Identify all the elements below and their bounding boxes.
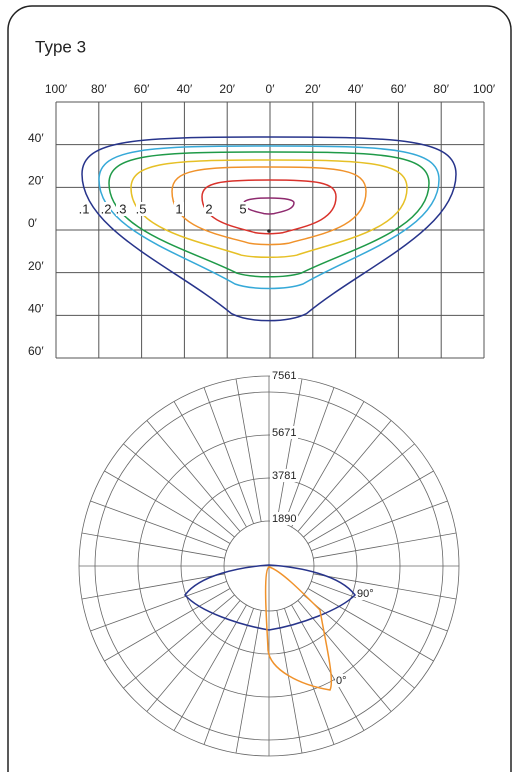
polar-spoke: [81, 532, 225, 559]
x-tick-label: 80′: [433, 82, 449, 96]
polar-spoke: [203, 387, 254, 524]
x-tick-label: 40′: [348, 82, 364, 96]
x-tick-label: 60′: [134, 82, 150, 96]
ring-label: 5671: [272, 427, 296, 439]
polar-spoke: [311, 500, 448, 551]
angle-label-bg: [356, 587, 378, 600]
contour-label: .1: [79, 201, 90, 216]
x-tick-label: 20′: [219, 82, 235, 96]
x-tick-label: 0′: [266, 82, 276, 96]
polar-spoke: [123, 594, 235, 689]
polar-spoke: [276, 378, 303, 522]
polar-spoke: [313, 573, 457, 600]
contour-label-bg: [204, 202, 214, 216]
polar-spoke: [90, 581, 227, 632]
polar-spoke: [173, 604, 247, 731]
contour-label: .3: [116, 201, 127, 216]
polar-spoke: [146, 600, 241, 712]
polar-spoke: [303, 594, 415, 689]
center-dot: [267, 229, 271, 233]
polar-spoke: [303, 443, 415, 538]
polar-spoke: [81, 573, 225, 600]
candela-curve: [184, 564, 356, 631]
ring-label: 7561: [272, 370, 296, 382]
contour-label: 2: [205, 201, 212, 216]
polar-spoke: [146, 420, 241, 532]
contour-line: [171, 166, 367, 246]
candela-curve: [264, 566, 333, 691]
x-tick-label: 60′: [391, 82, 407, 96]
contour-label: .2: [101, 201, 112, 216]
ring-label: 1890: [272, 513, 296, 525]
polar-spoke: [291, 604, 365, 731]
contour-label-bg: [116, 202, 126, 216]
polar-spoke: [235, 610, 262, 754]
isofootcandle-contours: .1 .2 .3 .5 1 2 5: [79, 136, 457, 322]
polar-spoke: [235, 378, 262, 522]
polar-candela: 1890 3781 5671 7561 90° 0°: [78, 369, 460, 757]
ring-label: 3781: [272, 470, 296, 482]
polar-spoke: [291, 401, 365, 528]
isofootcandle-grid: 100′ 80′ 60′ 40′ 20′ 0′ 20′ 40′ 60′ 80′ 100′40′20′…: [28, 82, 496, 359]
polar-spoke: [284, 608, 335, 745]
contour-line: [201, 179, 337, 235]
y-tick-label: 40′: [28, 131, 44, 145]
polar-spoke: [104, 470, 231, 544]
polar-spoke: [311, 581, 448, 632]
contour-label-bg: [174, 202, 184, 216]
y-tick-label: 20′: [28, 174, 44, 188]
y-tick-label: 60′: [28, 344, 44, 358]
contour-label: 1: [175, 201, 182, 216]
angle-label: 0°: [336, 675, 347, 687]
contour-line: [81, 136, 457, 322]
contour-label: .5: [136, 201, 147, 216]
ring-label-bg: [270, 369, 298, 382]
ring-label-bg: [270, 469, 298, 482]
polar-spoke: [203, 608, 254, 745]
contour-label-bg: [101, 202, 111, 216]
polar-spoke: [307, 588, 434, 662]
contour-label-bg: [79, 202, 89, 216]
polar-spoke: [297, 600, 392, 712]
polar-spoke: [313, 532, 457, 559]
contour-line: [243, 197, 295, 215]
x-tick-label: 20′: [305, 82, 321, 96]
polar-spoke: [284, 387, 335, 524]
x-tick-label: 100′: [45, 82, 68, 96]
polar-spoke: [173, 401, 247, 528]
polar-spoke: [123, 443, 235, 538]
contour-label-bg: [136, 202, 146, 216]
y-tick-label: 0′: [28, 216, 38, 230]
contour-label: 5: [239, 201, 246, 216]
polar-spoke: [307, 470, 434, 544]
x-tick-label: 100′: [473, 82, 496, 96]
title: Type 3: [35, 37, 86, 56]
contour-line: [98, 145, 440, 290]
ring-label-bg: [270, 426, 298, 439]
contour-label-bg: [238, 202, 248, 216]
contour-line: [130, 159, 408, 259]
x-tick-label: 80′: [91, 82, 107, 96]
x-tick-label: 40′: [177, 82, 193, 96]
angle-label-bg: [335, 674, 351, 687]
contour-line: [108, 151, 430, 278]
y-tick-label: 40′: [28, 302, 44, 316]
angle-label: 90°: [357, 588, 374, 600]
polar-spoke: [104, 588, 231, 662]
polar-spoke: [90, 500, 227, 551]
polar-spoke: [276, 610, 303, 754]
ring-label-bg: [270, 512, 298, 525]
y-tick-label: 20′: [28, 259, 44, 273]
card-border: [7, 5, 512, 772]
polar-spoke: [297, 420, 392, 532]
